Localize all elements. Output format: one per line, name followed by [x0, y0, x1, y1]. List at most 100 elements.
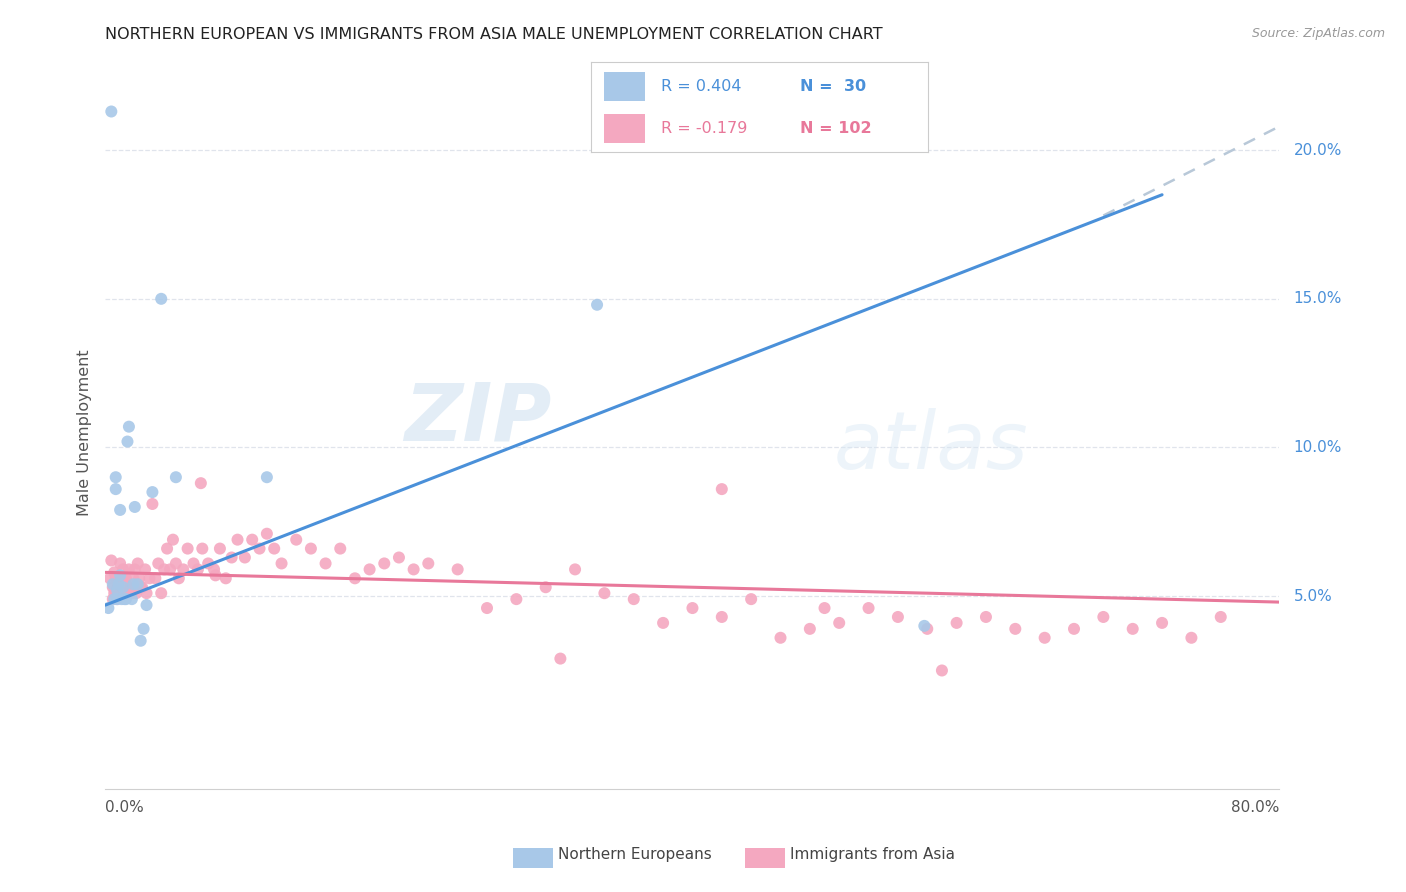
Text: R = 0.404: R = 0.404 — [661, 79, 742, 94]
Point — [141, 485, 163, 500]
Point — [100, 104, 122, 119]
Point — [1033, 631, 1056, 645]
Point — [828, 615, 851, 630]
Point — [931, 664, 953, 678]
Point — [710, 482, 733, 496]
Point — [120, 580, 142, 594]
Point — [226, 533, 249, 547]
Point — [343, 571, 366, 585]
Point — [586, 298, 609, 312]
Point — [813, 601, 835, 615]
Point — [124, 562, 146, 576]
Point — [550, 651, 572, 665]
Point — [100, 553, 122, 567]
Point — [1209, 610, 1232, 624]
Point — [388, 550, 411, 565]
Point — [1150, 615, 1173, 630]
Text: 5.0%: 5.0% — [1294, 589, 1333, 604]
Point — [98, 571, 121, 585]
Point — [917, 622, 939, 636]
Point — [129, 580, 152, 594]
Text: R = -0.179: R = -0.179 — [661, 121, 748, 136]
Point — [107, 571, 129, 585]
Point — [108, 503, 131, 517]
Text: 20.0%: 20.0% — [1294, 143, 1341, 158]
Text: 10.0%: 10.0% — [1294, 440, 1341, 455]
Point — [256, 470, 278, 484]
Point — [912, 619, 935, 633]
Point — [858, 601, 880, 615]
Point — [105, 592, 128, 607]
Text: N = 102: N = 102 — [800, 121, 872, 136]
Point — [256, 526, 278, 541]
Point — [118, 562, 141, 576]
Point — [162, 533, 184, 547]
Point — [652, 615, 675, 630]
Text: Source: ZipAtlas.com: Source: ZipAtlas.com — [1251, 27, 1385, 40]
Point — [114, 592, 136, 607]
Point — [131, 580, 153, 594]
Point — [204, 568, 226, 582]
Point — [128, 571, 150, 585]
Point — [1122, 622, 1144, 636]
Point — [167, 571, 190, 585]
Point — [1180, 631, 1202, 645]
Point — [127, 577, 149, 591]
Point — [593, 586, 616, 600]
Point — [183, 557, 205, 571]
Point — [329, 541, 352, 556]
Point — [402, 562, 425, 576]
Point — [299, 541, 322, 556]
Point — [101, 577, 124, 591]
Point — [202, 562, 225, 576]
Point — [240, 533, 263, 547]
Point — [172, 562, 194, 576]
Point — [121, 592, 143, 607]
Point — [150, 586, 173, 600]
Point — [945, 615, 967, 630]
Point — [101, 580, 124, 594]
Point — [115, 592, 138, 607]
Point — [122, 577, 145, 591]
Point — [505, 592, 527, 607]
Text: Northern Europeans: Northern Europeans — [558, 847, 711, 862]
Point — [1004, 622, 1026, 636]
Point — [117, 580, 139, 594]
Point — [359, 562, 381, 576]
Point — [103, 566, 125, 580]
Point — [112, 571, 135, 585]
Point — [221, 550, 243, 565]
Point — [127, 557, 149, 571]
Point — [104, 586, 127, 600]
Text: 0.0%: 0.0% — [105, 800, 145, 814]
Point — [187, 562, 209, 576]
Point — [215, 571, 238, 585]
Point — [117, 434, 139, 449]
Point — [112, 562, 135, 576]
Point — [103, 592, 125, 607]
Point — [475, 601, 498, 615]
Point — [799, 622, 821, 636]
Text: Immigrants from Asia: Immigrants from Asia — [790, 847, 955, 862]
Point — [114, 586, 136, 600]
Point — [208, 541, 231, 556]
Point — [134, 562, 156, 576]
Point — [1092, 610, 1115, 624]
Text: N =  30: N = 30 — [800, 79, 866, 94]
Point — [315, 557, 337, 571]
Point — [191, 541, 214, 556]
Point — [110, 586, 132, 600]
Point — [682, 601, 704, 615]
Point — [165, 470, 187, 484]
Point — [118, 419, 141, 434]
Point — [108, 586, 131, 600]
FancyBboxPatch shape — [605, 114, 644, 143]
Point — [104, 482, 127, 496]
Point — [165, 557, 187, 571]
Point — [132, 622, 155, 636]
Point — [135, 586, 157, 600]
Point — [143, 571, 166, 585]
Text: 80.0%: 80.0% — [1232, 800, 1279, 814]
Text: NORTHERN EUROPEAN VS IMMIGRANTS FROM ASIA MALE UNEMPLOYMENT CORRELATION CHART: NORTHERN EUROPEAN VS IMMIGRANTS FROM ASI… — [105, 27, 883, 42]
Point — [101, 592, 124, 607]
